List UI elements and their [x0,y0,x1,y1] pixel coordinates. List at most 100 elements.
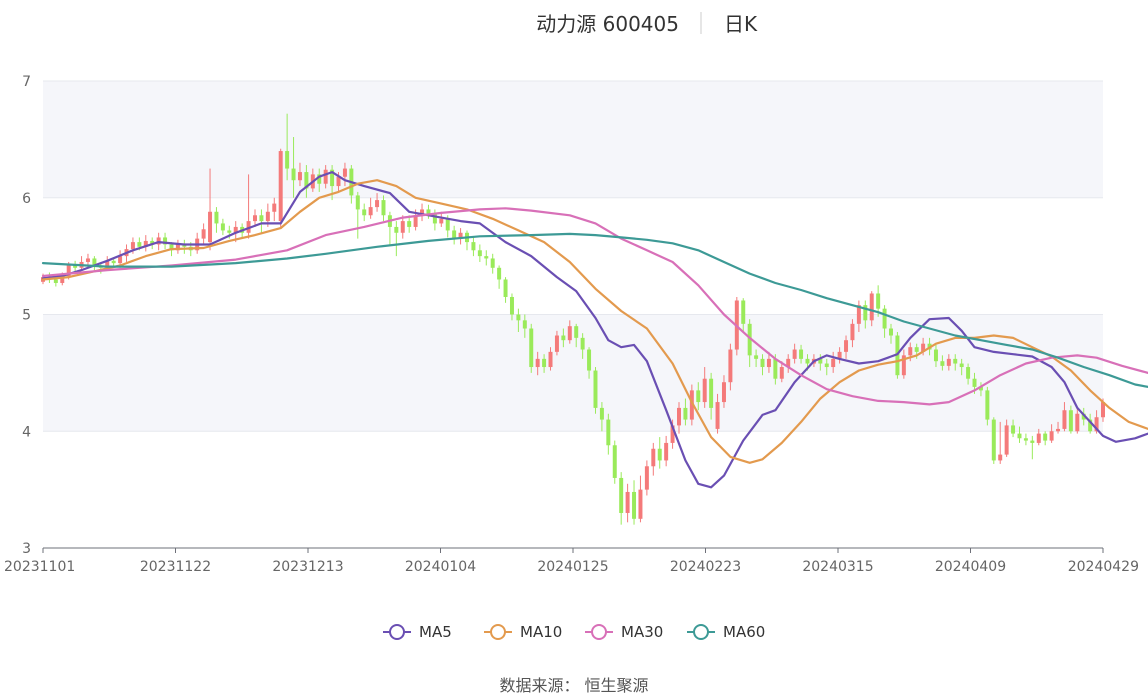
candle [323,165,328,189]
candle-body [381,200,386,216]
candle [484,250,489,266]
candle [535,351,540,376]
legend-marker [693,624,709,640]
candle-body [291,168,296,181]
candle-body [201,229,206,239]
candle-body [747,323,752,356]
candle-body [1004,425,1009,455]
legend-label: MA10 [520,623,562,641]
candle [304,165,309,198]
candle [677,402,681,434]
legend-item-ma60[interactable]: MA60 [687,623,765,641]
candle-body [985,390,990,420]
candle [548,347,553,371]
candle [895,332,900,379]
candle-body [1094,417,1099,432]
candle-body [908,347,913,356]
ma-line-ma5 [41,171,1148,489]
candle-body [92,258,97,266]
candle [844,335,849,359]
candle-body [933,349,938,362]
candle [362,203,367,222]
candle-body [587,349,592,371]
candle-body [895,335,900,376]
candle-body [542,358,547,368]
candle [760,354,765,376]
candle-body [998,454,1003,461]
candle [529,323,534,373]
candle-body [959,363,964,368]
candle-body [503,279,508,297]
candle-body [1081,413,1086,420]
candle-body [1056,428,1061,432]
candle [779,361,784,383]
candle-body [889,328,893,336]
legend-item-ma10[interactable]: MA10 [484,623,562,641]
candle [542,354,547,373]
candle [317,168,322,192]
candle-body [490,258,495,268]
candle [882,305,887,338]
period-tab-daily[interactable]: 日K [724,12,758,36]
candle-body [1017,433,1022,439]
candle-body [760,358,765,368]
candle [1023,433,1028,446]
candle-body [182,244,187,247]
candle [715,393,720,434]
candle [516,308,521,333]
candle-body [1075,413,1080,432]
candle-body [619,477,624,513]
candle [856,300,861,333]
candle-body [105,260,110,268]
candle-body [285,151,290,169]
candle [1075,407,1080,434]
candle-body [426,209,431,215]
plot-band [43,314,1103,432]
candle-body [227,230,232,233]
candle-body [208,211,213,243]
candle [420,203,425,222]
candle-body [53,279,58,283]
candle [1030,435,1035,460]
candle-body [220,223,225,231]
candle-body [702,378,707,403]
candle-body [966,367,971,379]
candle-body [972,378,977,387]
legend-item-ma30[interactable]: MA30 [585,623,663,641]
candle [850,319,855,348]
candle [458,228,463,245]
candle [375,193,380,212]
candle [940,355,945,371]
candle-body [953,358,958,364]
y-tick-label: 6 [22,191,31,207]
candle [561,328,566,348]
candle-body [773,358,778,379]
candle [182,239,187,254]
legend-item-ma5[interactable]: MA5 [383,623,452,641]
candle [599,402,604,432]
candle-body [612,445,617,478]
candle-body [824,363,829,368]
candle [73,260,78,273]
candle-body [946,358,951,366]
candle-body [792,349,797,359]
candle [824,358,829,376]
candle [567,320,572,344]
candle [683,398,688,426]
x-axis: 20231101 20231122 20231213 20240104 20240125… [4,547,1139,575]
candle-body [272,203,277,212]
candle-body [85,258,90,262]
legend-label: MA30 [621,623,663,641]
candle [1011,419,1016,438]
candle-body [484,256,489,259]
x-tick-label: 20240125 [537,559,608,575]
candle-body [169,244,174,251]
candle-body [869,293,874,321]
candle-body [677,407,681,426]
candle-body [657,448,662,461]
candle-body [304,172,309,189]
candle-body [278,151,283,222]
y-tick-label: 4 [22,424,31,440]
candle-body [1030,440,1035,443]
candle-body [175,244,180,251]
